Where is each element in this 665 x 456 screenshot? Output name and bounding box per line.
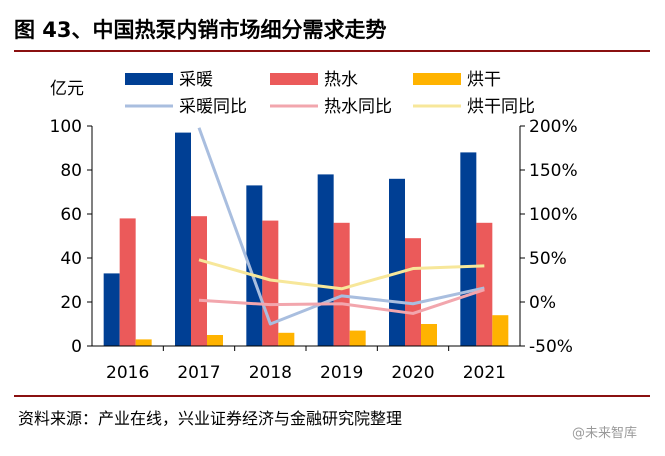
legend-label-烘干: 烘干 xyxy=(467,70,501,90)
legend-label-热水同比: 热水同比 xyxy=(324,97,392,117)
bar-采暖-2016 xyxy=(103,273,120,346)
line-热水同比 xyxy=(198,288,485,315)
bar-热水-2019 xyxy=(333,222,350,346)
bar-热水-2016 xyxy=(119,218,136,346)
title-divider xyxy=(14,50,650,52)
bar-热水-2020 xyxy=(405,238,421,346)
y-tick-label-40: 40 xyxy=(60,249,82,269)
source-note: 资料来源：产业在线，兴业证券经济与金融研究院整理 xyxy=(18,409,403,428)
bar-热水-2017 xyxy=(191,216,207,346)
bar-采暖-2019 xyxy=(317,174,334,346)
bar-采暖-2021 xyxy=(460,152,477,346)
watermark: @未来智库 xyxy=(571,426,637,441)
x-tick-label-2018: 2018 xyxy=(249,363,292,383)
x-tick-label-2017: 2017 xyxy=(177,363,220,383)
bar-采暖-2018 xyxy=(246,185,263,346)
y2-tick-label-100%: 100% xyxy=(529,205,578,225)
legend-label-采暖同比: 采暖同比 xyxy=(179,97,247,117)
bar-烘干-2021 xyxy=(492,315,509,346)
legend-label-烘干同比: 烘干同比 xyxy=(467,97,535,117)
legend-label-热水: 热水 xyxy=(324,70,358,90)
line-烘干同比 xyxy=(198,258,485,291)
x-tick-label-2016: 2016 xyxy=(106,363,149,383)
bar-烘干-2017 xyxy=(207,335,223,346)
bar-热水-2021 xyxy=(476,222,493,346)
y-tick-label-20: 20 xyxy=(60,293,82,313)
legend-swatch-采暖 xyxy=(125,73,173,85)
y-tick-label-60: 60 xyxy=(60,205,82,225)
bar-采暖-2020 xyxy=(389,178,405,346)
x-tick-label-2020: 2020 xyxy=(391,363,434,383)
bar-烘干-2016 xyxy=(135,339,152,346)
source-divider xyxy=(14,395,650,397)
y2-tick-label-0%: 0% xyxy=(529,293,556,313)
line-采暖同比 xyxy=(197,127,485,326)
y2-tick-label-200%: 200% xyxy=(529,117,578,137)
bar-热水-2018 xyxy=(262,220,279,346)
y2-tick-label--50%: -50% xyxy=(529,337,573,357)
legend-label-采暖: 采暖 xyxy=(179,70,213,90)
bar-烘干-2020 xyxy=(421,324,437,346)
y2-tick-label-50%: 50% xyxy=(529,249,567,269)
y-tick-label-100: 100 xyxy=(50,117,82,137)
x-tick-label-2019: 2019 xyxy=(320,363,363,383)
bar-烘干-2018 xyxy=(278,332,295,346)
y2-tick-label-150%: 150% xyxy=(529,161,578,181)
x-tick-label-2021: 2021 xyxy=(463,363,506,383)
bar-烘干-2019 xyxy=(349,330,366,346)
bar-采暖-2017 xyxy=(175,132,191,346)
y-tick-label-0: 0 xyxy=(71,337,82,357)
legend-swatch-烘干 xyxy=(413,73,461,85)
chart-title: 图 43、中国热泵内销市场细分需求走势 xyxy=(14,18,387,42)
y-tick-label-80: 80 xyxy=(60,161,82,181)
y-axis-label: 亿元 xyxy=(50,79,84,99)
legend-swatch-热水 xyxy=(270,73,318,85)
